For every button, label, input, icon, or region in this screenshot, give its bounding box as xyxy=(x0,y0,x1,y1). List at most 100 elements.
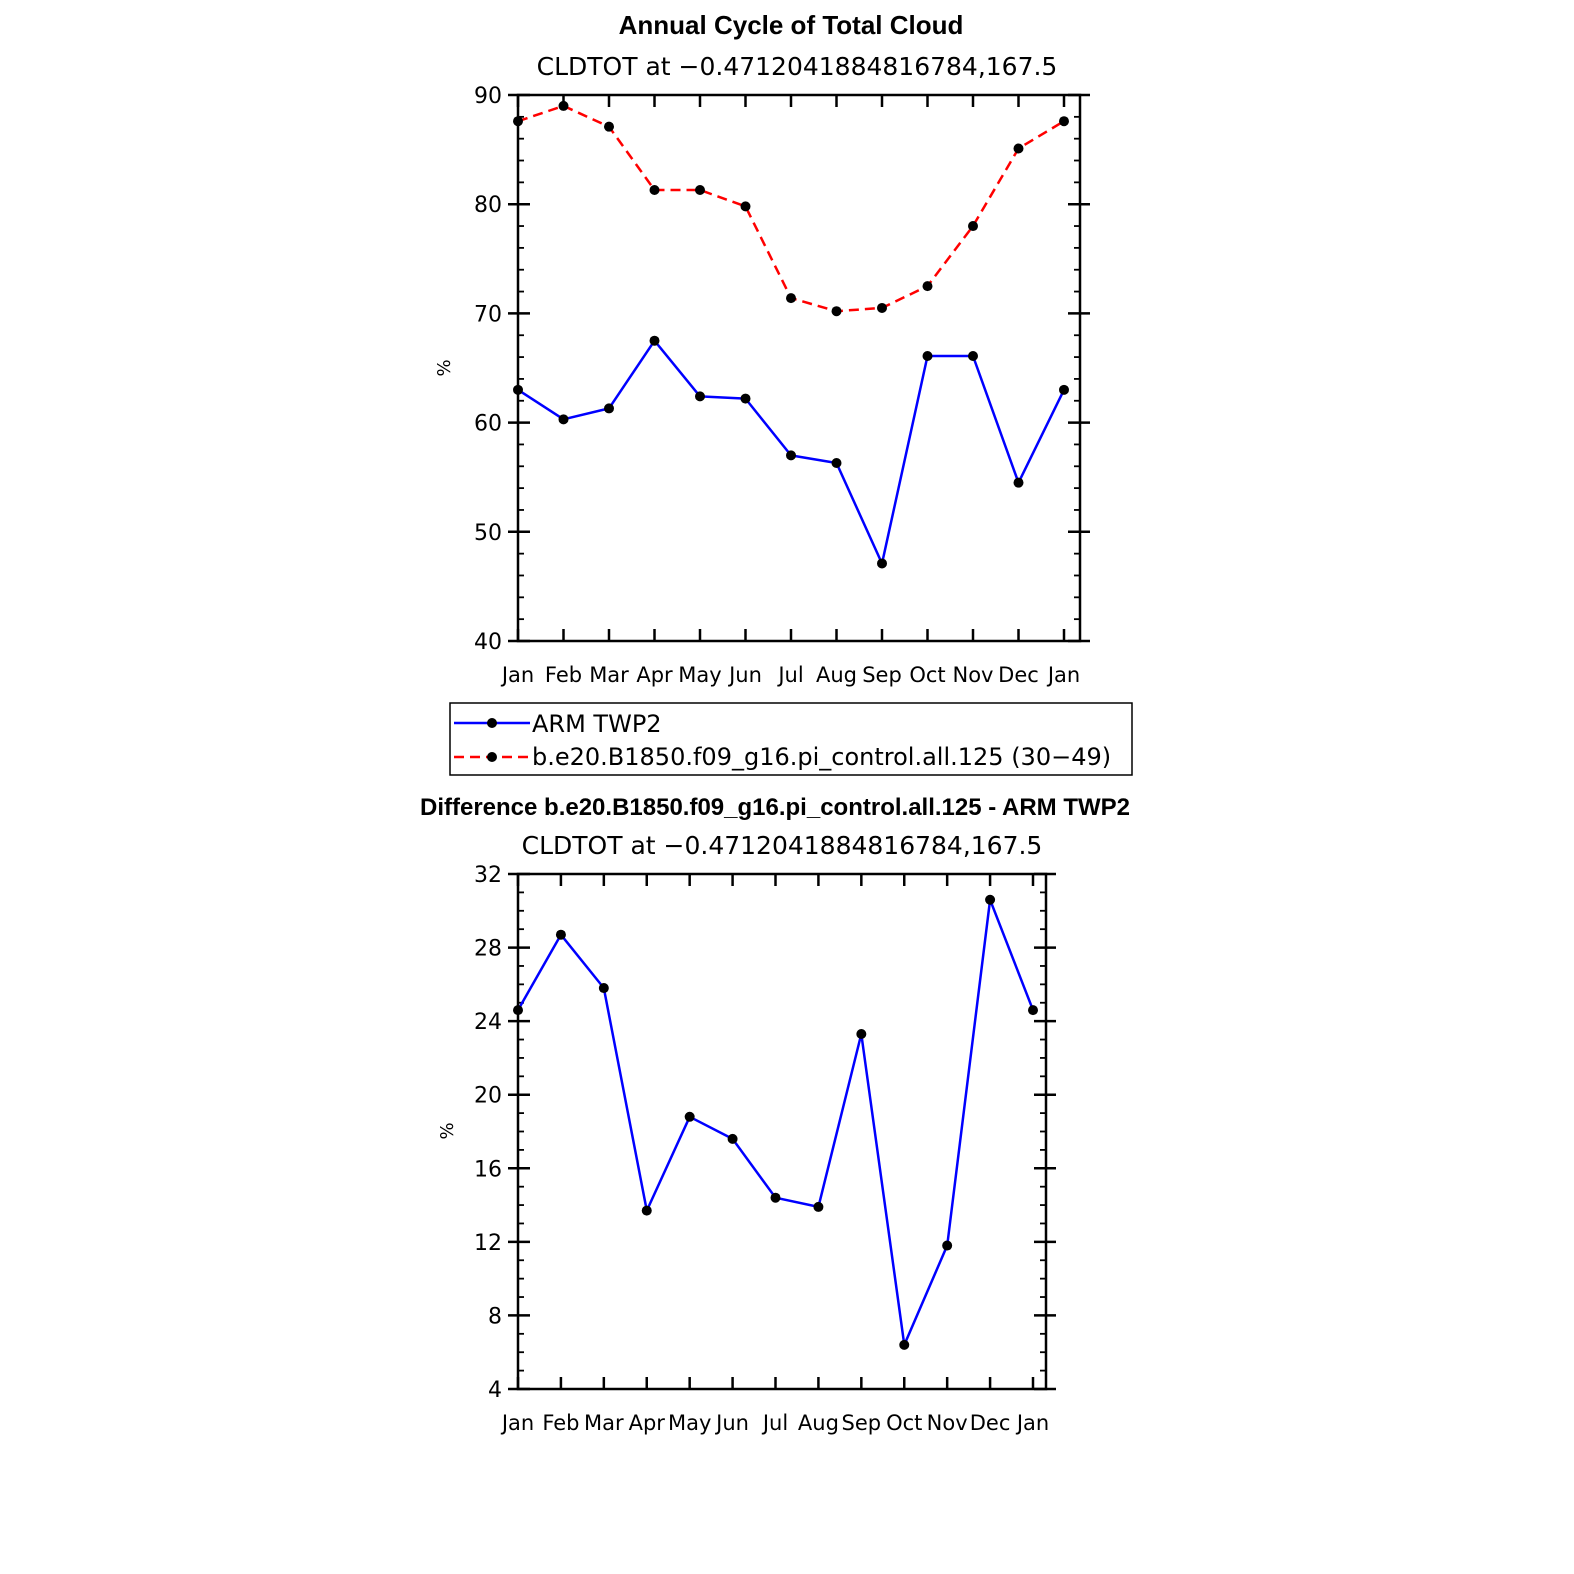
data-point xyxy=(1013,477,1024,488)
y-axis-label: % xyxy=(434,359,455,376)
y-tick-label: 70 xyxy=(474,302,502,327)
x-tick-label: Jul xyxy=(761,1411,788,1435)
x-tick-label: Jun xyxy=(727,663,762,687)
x-tick-label: Feb xyxy=(545,663,582,687)
data-point xyxy=(695,391,705,402)
data-point xyxy=(558,100,569,111)
data-point xyxy=(641,1205,652,1216)
data-point xyxy=(727,1133,738,1144)
x-tick-label: May xyxy=(668,1411,711,1435)
plot-area: Jan Feb Mar Apr May Jun Jul Aug Sep Oct Nov Dec Jan 4… xyxy=(474,84,1090,687)
x-tick-label: Mar xyxy=(589,663,629,687)
data-point xyxy=(831,458,842,469)
y-tick-label: 12 xyxy=(474,1231,502,1256)
data-point xyxy=(1028,1005,1038,1016)
y-tick-label: 90 xyxy=(474,84,502,109)
x-tick-label: May xyxy=(678,663,721,687)
data-point xyxy=(598,983,609,994)
data-point xyxy=(684,1111,695,1122)
legend-marker-model xyxy=(487,752,497,762)
data-point xyxy=(922,350,933,361)
data-point xyxy=(831,306,842,317)
data-point xyxy=(1013,143,1024,154)
y-tick-label: 50 xyxy=(474,521,502,546)
y-tick-label: 80 xyxy=(474,193,502,218)
x-tick-label: Nov xyxy=(953,663,994,687)
data-point xyxy=(856,1029,867,1040)
x-tick-label: Jun xyxy=(714,1411,749,1435)
data-point xyxy=(1059,384,1069,395)
data-point xyxy=(740,201,751,212)
data-point xyxy=(877,302,887,313)
plot-frame xyxy=(516,872,1048,1391)
data-point xyxy=(1059,116,1069,127)
chart-subtitle: CLDTOT at −0.4712041884816784,167.5 xyxy=(537,52,1058,81)
x-tick-label: Oct xyxy=(909,663,945,687)
x-tick-label: Oct xyxy=(886,1411,922,1435)
y-tick-label: 40 xyxy=(474,630,502,655)
x-tick-label: Aug xyxy=(816,663,857,687)
x-tick-label: Apr xyxy=(636,663,673,687)
legend-label-arm: ARM TWP2 xyxy=(532,710,662,738)
x-tick-label: Dec xyxy=(998,663,1039,687)
data-point xyxy=(740,393,751,404)
data-point xyxy=(513,384,523,395)
data-point xyxy=(555,929,566,940)
x-tick-label: Apr xyxy=(629,1411,666,1435)
data-point xyxy=(786,450,796,461)
x-tick-label: Aug xyxy=(798,1411,839,1435)
x-tick-label: Nov xyxy=(927,1411,968,1435)
data-point xyxy=(649,185,660,196)
y-tick-label: 32 xyxy=(474,863,502,888)
difference-panel: Difference b.e20.B1850.f09_g16.pi_contro… xyxy=(420,794,1130,1435)
data-point xyxy=(604,121,614,132)
chart-title: Annual Cycle of Total Cloud xyxy=(619,10,964,40)
legend-marker-arm xyxy=(487,718,497,728)
y-tick-label: 16 xyxy=(474,1157,502,1182)
plot-area: Jan Feb Mar Apr May Jun Jul Aug Sep Oct Nov Dec Jan4… xyxy=(474,863,1056,1435)
data-point xyxy=(942,1240,953,1251)
x-tick-label: Jan xyxy=(1015,1411,1049,1435)
legend-label-model: b.e20.B1850.f09_g16.pi_control.all.125 (… xyxy=(532,743,1111,771)
x-tick-label: Mar xyxy=(584,1411,624,1435)
data-point xyxy=(922,281,933,292)
plot-frame xyxy=(516,93,1082,643)
series-line-1 xyxy=(517,104,1065,313)
legend-box xyxy=(449,702,1133,776)
data-point xyxy=(985,894,996,905)
data-point xyxy=(558,414,569,425)
y-tick-label: 28 xyxy=(474,937,502,962)
data-point xyxy=(513,1005,523,1016)
data-point xyxy=(813,1201,824,1212)
data-point xyxy=(899,1339,910,1350)
x-tick-label: Feb xyxy=(542,1411,579,1435)
data-point xyxy=(968,350,978,361)
y-tick-label: 24 xyxy=(474,1010,502,1035)
x-tick-label: Jan xyxy=(1046,663,1080,687)
x-tick-label: Sep xyxy=(842,1411,882,1435)
annual-cycle-panel: Annual Cycle of Total Cloud CLDTOT at −0… xyxy=(434,10,1090,687)
x-tick-label: Jan xyxy=(500,663,534,687)
series-line-0 xyxy=(516,898,1035,1347)
y-tick-label: 20 xyxy=(474,1084,502,1109)
data-point xyxy=(877,558,887,569)
x-tick-label: Dec xyxy=(970,1411,1011,1435)
x-tick-label: Jul xyxy=(776,663,803,687)
y-tick-label: 60 xyxy=(474,412,502,437)
x-tick-label: Jan xyxy=(500,1411,534,1435)
data-point xyxy=(604,403,614,414)
data-point xyxy=(786,293,796,304)
data-point xyxy=(695,185,705,196)
chart-subtitle: CLDTOT at −0.4712041884816784,167.5 xyxy=(522,831,1043,860)
chart-title: Difference b.e20.B1850.f09_g16.pi_contro… xyxy=(420,794,1130,821)
data-point xyxy=(770,1192,781,1203)
data-point xyxy=(649,335,660,346)
y-axis-label: % xyxy=(437,1122,458,1139)
data-point xyxy=(968,221,978,232)
y-tick-label: 4 xyxy=(488,1378,502,1403)
legend: ARM TWP2 b.e20.B1850.f09_g16.pi_control.… xyxy=(449,702,1133,776)
x-tick-label: Sep xyxy=(862,663,902,687)
y-tick-label: 8 xyxy=(488,1304,502,1329)
data-point xyxy=(513,116,523,127)
